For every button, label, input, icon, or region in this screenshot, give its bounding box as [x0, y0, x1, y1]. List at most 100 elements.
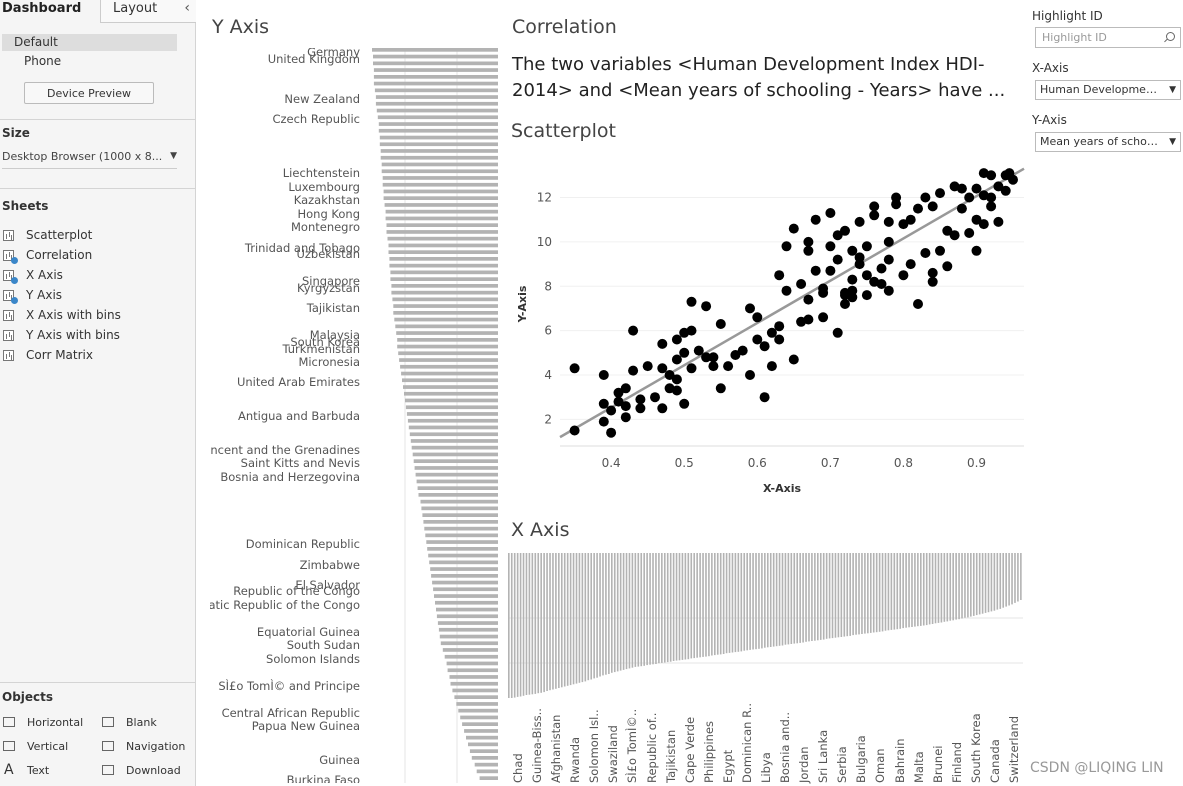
x-axis-bar: [790, 553, 793, 644]
y-axis-bar: [376, 108, 498, 113]
sheet-item[interactable]: Correlation: [3, 248, 188, 266]
y-axis-bar: [387, 236, 498, 241]
y-axis-row-label: Kazakhstan: [293, 193, 360, 208]
x-axis-bar: [534, 553, 537, 694]
y-axis-bar: [394, 317, 498, 322]
highlight-input[interactable]: Highlight ID: [1035, 27, 1181, 48]
object-label: Text: [27, 764, 50, 777]
collapse-panel-icon[interactable]: ‹: [184, 0, 190, 16]
x-axis-bar: [714, 553, 716, 656]
x-axis-bar: [684, 553, 687, 660]
x-axis-bar: [581, 553, 584, 683]
object-blank[interactable]: Blank: [102, 716, 192, 732]
x-axis-bar: [531, 553, 534, 695]
object-vertical[interactable]: Vertical: [3, 740, 93, 756]
y-axis-bar: [458, 708, 498, 713]
x-axis-param-select[interactable]: Human Development I... ▼: [1035, 80, 1181, 100]
y-axis-bar: [414, 466, 498, 470]
scatter-point: [854, 252, 865, 263]
device-phone[interactable]: Phone: [24, 54, 62, 68]
sheet-label: Correlation: [26, 248, 93, 262]
y-axis-bar: [380, 155, 498, 160]
tab-dashboard[interactable]: Dashboard: [2, 1, 82, 16]
object-download[interactable]: Download: [102, 764, 192, 780]
y-axis-row-label: Uzbekistan: [296, 247, 360, 262]
y-axis-row-label: Antigua and Barbuda: [237, 409, 360, 424]
x-axis-bar: [569, 553, 572, 686]
tab-layout[interactable]: Layout ‹: [100, 0, 196, 23]
x-axis-bar: [1017, 553, 1019, 602]
vertical-container-icon: [3, 741, 15, 751]
scatter-point: [774, 334, 785, 345]
x-axis-bar: [631, 553, 634, 668]
scatter-point: [993, 181, 1004, 192]
y-axis-row-label: United Kingdom: [267, 51, 360, 66]
scatter-point: [883, 216, 894, 227]
worksheet-icon: [3, 350, 14, 361]
sheet-item[interactable]: Y Axis: [3, 288, 188, 306]
y-axis-bar: [440, 641, 498, 646]
y-axis-row-label: New Zealand: [284, 92, 360, 107]
scatter-point: [635, 394, 646, 405]
x-axis-bar: [1008, 553, 1010, 606]
x-axis-bar: [984, 553, 987, 613]
x-axis-bar: [728, 553, 731, 653]
sheet-item[interactable]: Corr Matrix: [3, 348, 188, 366]
scatter-point: [883, 285, 894, 296]
y-axis-bar: [406, 412, 498, 416]
x-axis-bar: [1005, 553, 1007, 607]
highlight-placeholder: Highlight ID: [1042, 31, 1107, 44]
worksheet-icon: [3, 250, 14, 261]
y-axis-row-label: Trinidad and Tobago: [244, 240, 360, 255]
sheet-item[interactable]: X Axis with bins: [3, 308, 188, 326]
x-axis-bar: [766, 553, 769, 648]
y-axis-bar: [433, 587, 498, 592]
x-axis-bar: [955, 553, 957, 620]
scatter-y-tick-label: 10: [537, 235, 552, 249]
scatter-x-tick-label: 0.6: [748, 456, 767, 470]
y-axis-bar: [399, 358, 498, 362]
x-axis-bar: [740, 553, 743, 652]
x-axis-bar: [890, 553, 893, 630]
y-axis-param-label: Y-Axis: [1032, 113, 1067, 127]
scatterplot-title: Scatterplot: [511, 120, 616, 142]
size-select[interactable]: Desktop Browser (1000 x 8... ▼: [2, 150, 177, 169]
device-default[interactable]: Default: [2, 34, 177, 51]
x-axis-bar: [834, 553, 837, 638]
device-preview-button[interactable]: Device Preview: [24, 82, 154, 104]
y-axis-bar: [413, 459, 498, 463]
x-axis-bar: [981, 553, 984, 614]
scatter-point: [657, 338, 668, 349]
x-axis-bar: [805, 553, 807, 642]
y-axis-param-select[interactable]: Mean years of schooli... ▼: [1035, 132, 1181, 152]
scatter-point: [825, 208, 836, 218]
y-axis-bar: [468, 742, 498, 747]
x-axis-bar: [949, 553, 952, 621]
sheet-item[interactable]: Scatterplot: [3, 228, 188, 246]
x-axis-bar: [640, 553, 643, 667]
y-axis-bar: [418, 493, 498, 497]
y-axis-bar: [373, 75, 498, 79]
scatter-point: [657, 363, 668, 374]
scatter-point: [1004, 168, 1015, 179]
object-navigation[interactable]: Navigation: [102, 740, 192, 756]
y-axis-row-label: Dominican Republic: [245, 537, 360, 552]
x-axis-bar: [908, 553, 910, 628]
object-horizontal[interactable]: Horizontal: [3, 716, 93, 732]
object-text[interactable]: A Text: [3, 762, 93, 780]
y-axis-bar: [389, 263, 498, 268]
x-axis-bar: [1011, 553, 1013, 605]
y-axis-bar: [373, 54, 498, 59]
x-axis-bar: [672, 553, 675, 661]
x-axis-bar: [867, 553, 869, 634]
scatter-point: [759, 392, 770, 403]
scatter-point: [861, 270, 872, 281]
x-axis-bar: [608, 553, 610, 674]
scatter-point: [620, 401, 631, 412]
scatter-point: [971, 214, 982, 225]
y-axis-bar: [405, 398, 498, 403]
x-axis-tick-label: Rwanda: [568, 736, 583, 783]
sheet-item[interactable]: Y Axis with bins: [3, 328, 188, 346]
sheet-item[interactable]: X Axis: [3, 268, 188, 286]
scatter-point: [759, 341, 770, 352]
